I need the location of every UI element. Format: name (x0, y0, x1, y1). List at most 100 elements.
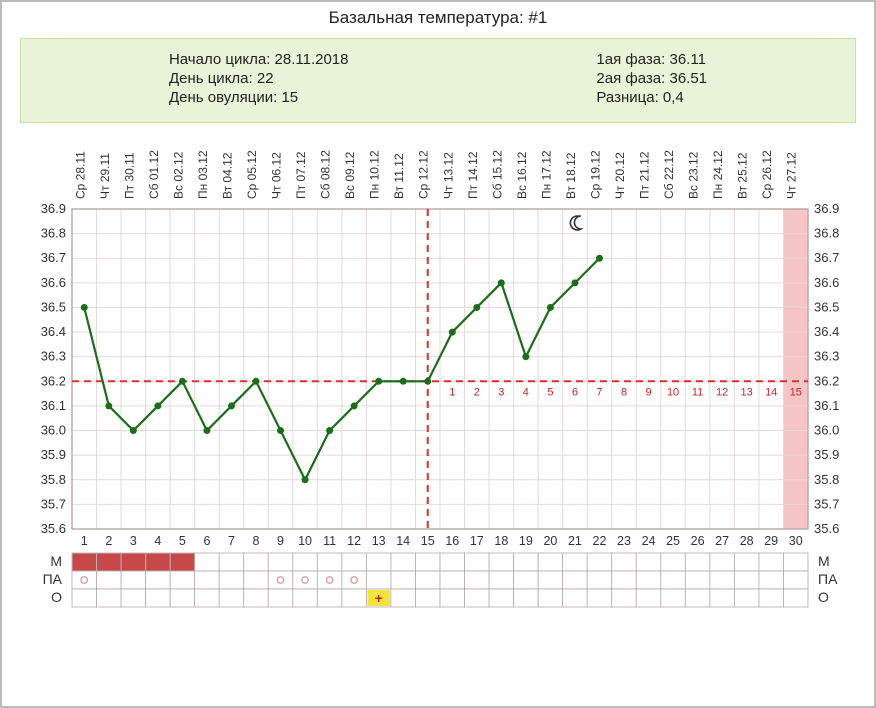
svg-text:2: 2 (105, 534, 112, 548)
svg-text:4: 4 (523, 386, 529, 398)
svg-text:Сб 08.12: Сб 08.12 (319, 150, 333, 199)
svg-text:12: 12 (347, 534, 361, 548)
svg-text:Вс 16.12: Вс 16.12 (515, 151, 529, 199)
svg-text:36.1: 36.1 (814, 398, 839, 413)
svg-text:22: 22 (593, 534, 607, 548)
svg-text:10: 10 (667, 386, 679, 398)
svg-text:35.7: 35.7 (41, 496, 66, 511)
svg-text:Сб 22.12: Сб 22.12 (662, 150, 676, 199)
svg-text:Пн 24.12: Пн 24.12 (711, 150, 725, 199)
svg-text:36.7: 36.7 (41, 250, 66, 265)
svg-text:7: 7 (228, 534, 235, 548)
svg-text:36.9: 36.9 (41, 201, 66, 216)
svg-text:1: 1 (449, 386, 455, 398)
svg-text:О: О (818, 589, 829, 605)
svg-text:13: 13 (372, 534, 386, 548)
svg-text:Пт 14.12: Пт 14.12 (466, 151, 480, 199)
svg-text:Чт 13.12: Чт 13.12 (441, 152, 455, 199)
svg-text:8: 8 (253, 534, 260, 548)
info-phase2: 2ая фаза: 36.51 (596, 70, 707, 87)
svg-text:Вс 23.12: Вс 23.12 (687, 151, 701, 199)
svg-text:36.5: 36.5 (814, 299, 839, 314)
svg-text:Ср 26.12: Ср 26.12 (760, 150, 774, 199)
svg-text:11: 11 (692, 386, 703, 398)
svg-text:М: М (818, 553, 830, 569)
chart-title: Базальная температура: #1 (20, 8, 856, 28)
svg-text:Вт 04.12: Вт 04.12 (220, 152, 234, 199)
info-ovulation-day: День овуляции: 15 (169, 89, 349, 106)
svg-text:5: 5 (179, 534, 186, 548)
svg-text:2: 2 (474, 386, 480, 398)
svg-text:Пн 03.12: Пн 03.12 (196, 150, 210, 199)
svg-text:Пн 10.12: Пн 10.12 (368, 150, 382, 199)
svg-text:Вс 02.12: Вс 02.12 (171, 151, 185, 199)
svg-text:26: 26 (691, 534, 705, 548)
svg-text:28: 28 (740, 534, 754, 548)
svg-text:16: 16 (445, 534, 459, 548)
svg-text:29: 29 (764, 534, 778, 548)
svg-text:Чт 27.12: Чт 27.12 (785, 152, 799, 199)
svg-text:35.8: 35.8 (41, 472, 66, 487)
svg-text:4: 4 (154, 534, 161, 548)
svg-text:11: 11 (323, 534, 336, 548)
svg-text:18: 18 (494, 534, 508, 548)
svg-text:Пт 07.12: Пт 07.12 (294, 151, 308, 199)
svg-text:Вс 09.12: Вс 09.12 (343, 151, 357, 199)
svg-text:8: 8 (621, 386, 627, 398)
svg-text:15: 15 (790, 386, 802, 398)
svg-text:36.3: 36.3 (41, 349, 66, 364)
svg-text:36.2: 36.2 (41, 373, 66, 388)
svg-text:36.7: 36.7 (814, 250, 839, 265)
svg-text:7: 7 (596, 386, 602, 398)
svg-text:36.2: 36.2 (814, 373, 839, 388)
svg-text:9: 9 (645, 386, 651, 398)
svg-text:ПА: ПА (818, 571, 838, 587)
svg-text:О: О (51, 589, 62, 605)
svg-text:35.6: 35.6 (814, 521, 839, 536)
svg-text:36.8: 36.8 (41, 226, 66, 241)
svg-text:ПА: ПА (43, 571, 63, 587)
svg-text:20: 20 (543, 534, 557, 548)
svg-text:6: 6 (572, 386, 578, 398)
svg-text:Вт 11.12: Вт 11.12 (392, 153, 406, 199)
svg-text:М: М (50, 553, 62, 569)
svg-text:36.5: 36.5 (41, 299, 66, 314)
svg-text:Вт 18.12: Вт 18.12 (564, 152, 578, 199)
svg-text:Чт 06.12: Чт 06.12 (270, 152, 284, 199)
svg-text:Сб 15.12: Сб 15.12 (490, 150, 504, 199)
info-cycle-start: Начало цикла: 28.11.2018 (169, 51, 349, 68)
svg-text:36.6: 36.6 (41, 275, 66, 290)
svg-text:Ср 12.12: Ср 12.12 (417, 150, 431, 199)
svg-text:3: 3 (498, 386, 504, 398)
svg-text:Пт 21.12: Пт 21.12 (638, 151, 652, 199)
info-cycle-day: День цикла: 22 (169, 70, 349, 87)
svg-text:17: 17 (470, 534, 484, 548)
svg-text:25: 25 (666, 534, 680, 548)
svg-text:35.9: 35.9 (41, 447, 66, 462)
svg-text:6: 6 (203, 534, 210, 548)
svg-text:30: 30 (789, 534, 803, 548)
svg-text:12: 12 (716, 386, 728, 398)
info-diff: Разница: 0,4 (596, 89, 707, 106)
info-phase1: 1ая фаза: 36.11 (596, 51, 707, 68)
svg-text:Ср 19.12: Ср 19.12 (588, 150, 602, 199)
svg-text:19: 19 (519, 534, 533, 548)
svg-text:Чт 29.11: Чт 29.11 (98, 153, 112, 199)
svg-text:36.6: 36.6 (814, 275, 839, 290)
svg-text:35.8: 35.8 (814, 472, 839, 487)
svg-text:5: 5 (547, 386, 553, 398)
svg-text:21: 21 (568, 534, 582, 548)
svg-text:14: 14 (396, 534, 410, 548)
svg-text:Ср 28.11: Ср 28.11 (73, 151, 87, 199)
bbt-chart: 35.635.635.735.735.835.835.935.936.036.0… (20, 131, 860, 671)
svg-text:Вт 25.12: Вт 25.12 (736, 152, 750, 199)
svg-text:36.8: 36.8 (814, 226, 839, 241)
svg-text:36.4: 36.4 (814, 324, 839, 339)
svg-text:Чт 20.12: Чт 20.12 (613, 152, 627, 199)
svg-text:36.0: 36.0 (41, 423, 66, 438)
svg-text:Ср 05.12: Ср 05.12 (245, 150, 259, 199)
svg-text:36.1: 36.1 (41, 398, 66, 413)
svg-text:10: 10 (298, 534, 312, 548)
svg-text:35.6: 35.6 (41, 521, 66, 536)
svg-text:1: 1 (81, 534, 88, 548)
